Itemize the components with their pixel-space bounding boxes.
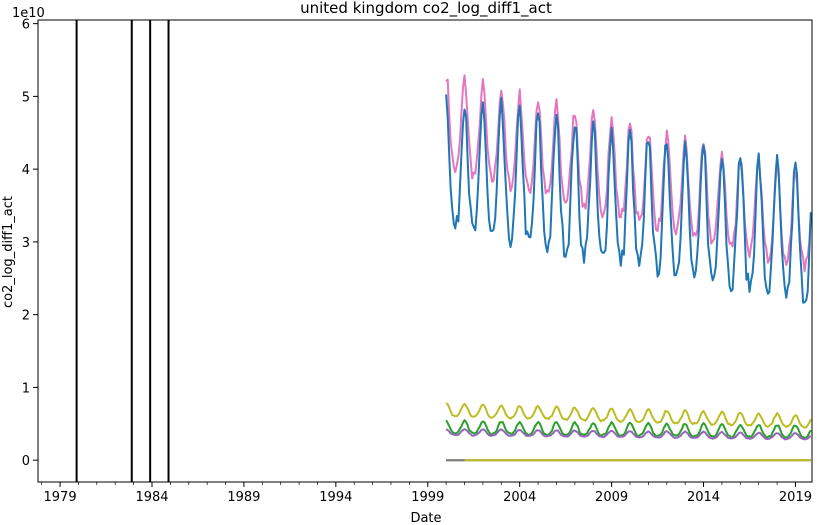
plot-inner [75,20,812,482]
x-tick-label: 2009 [595,490,628,505]
y-axis-title: co2_log_diff1_act [1,196,16,308]
y-tick-label: 6 [22,18,30,33]
y-tick-label: 0 [22,454,30,469]
y-offset-label: 1e10 [12,6,45,21]
x-tick-label: 1999 [411,490,444,505]
x-tick-label: 1994 [319,490,352,505]
x-axis-title: Date [410,511,441,525]
axes-frame [37,19,813,483]
series-line-3 [445,419,812,439]
y-tick-label: 5 [22,90,30,105]
chart-title: united kingdom co2_log_diff1_act [300,0,552,18]
series-line-2 [445,402,812,429]
y-tick-label: 1 [22,381,30,396]
y-tick-label: 3 [22,236,30,251]
y-tick-label: 2 [22,309,30,324]
x-tick-label: 1979 [44,490,77,505]
series-line-0 [445,74,812,273]
x-tick-label: 1984 [135,490,168,505]
x-tick-label: 1989 [227,490,260,505]
series-line-4 [445,428,812,441]
series-line-1 [445,94,812,304]
x-tick-label: 2014 [687,490,720,505]
y-tick-label: 4 [22,163,30,178]
plot-area [75,20,812,482]
x-tick-label: 2019 [779,490,812,505]
x-tick-label: 2004 [503,490,536,505]
axes: 1979 1984 1989 1994 1999 2004 2009 2014 2019 0 1 2 3… [22,18,813,505]
